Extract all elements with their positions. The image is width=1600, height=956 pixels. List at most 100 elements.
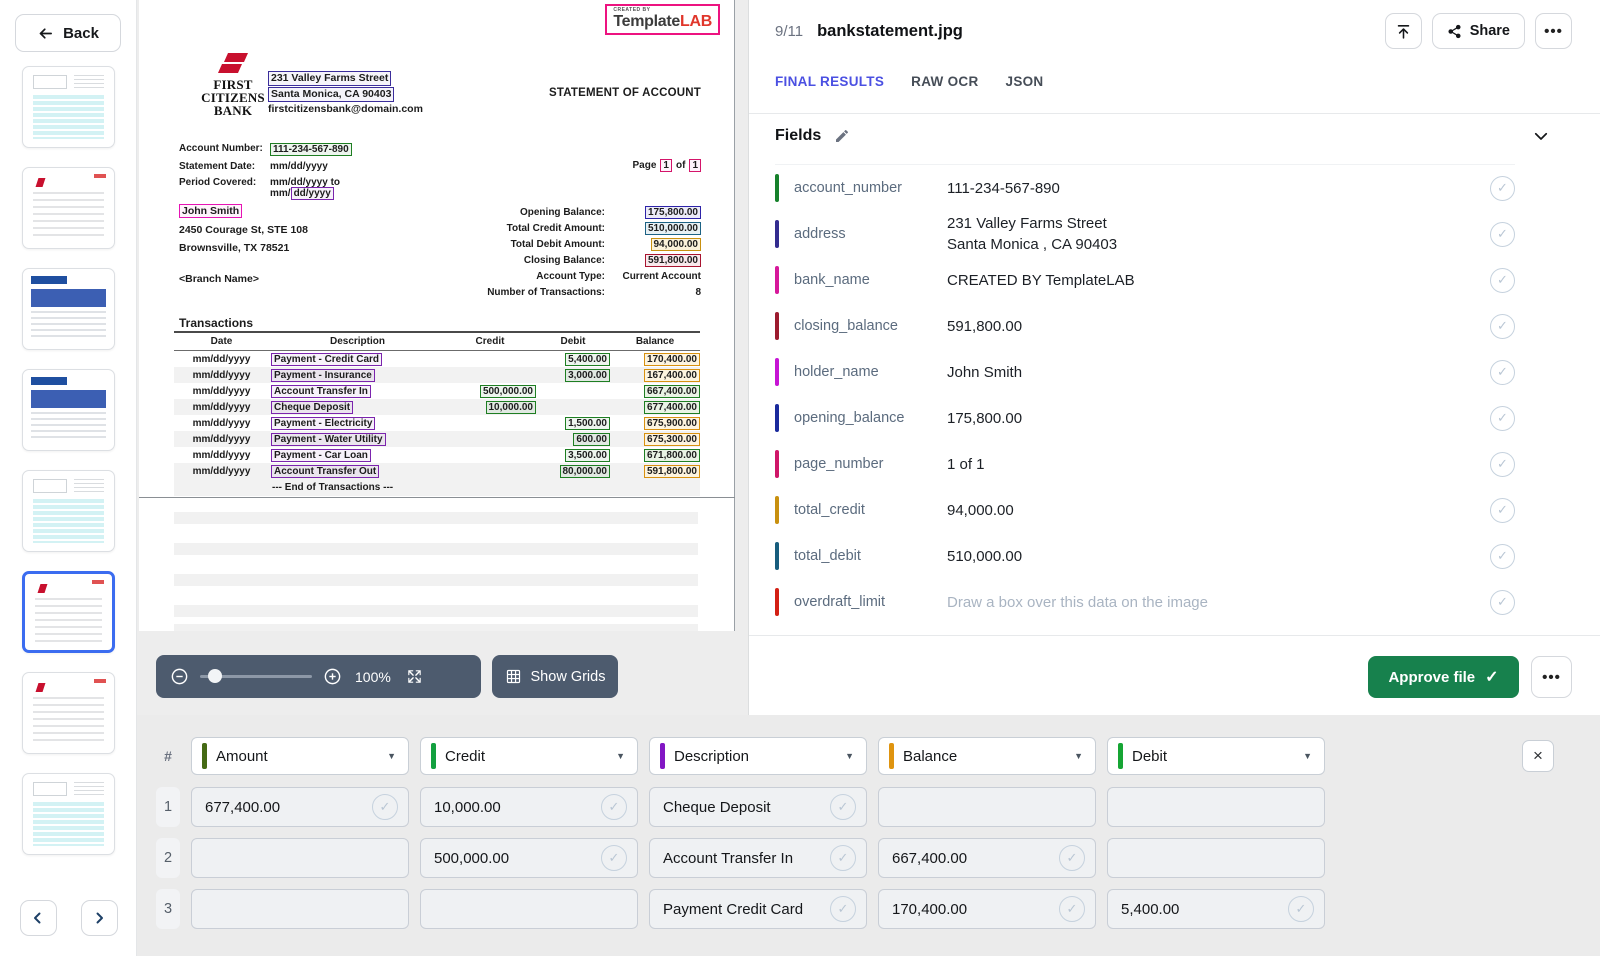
column-type-select[interactable]: Credit ▼ <box>420 737 638 775</box>
chevron-down-icon: ▼ <box>616 751 625 761</box>
statement-meta: Account Number: 111-234-567-890 Statement… <box>179 143 352 204</box>
fullscreen-icon[interactable] <box>406 668 423 685</box>
file-more-options-button[interactable]: ••• <box>1535 13 1572 49</box>
field-row[interactable]: bank_name CREATED BY TemplateLAB ✓ <box>775 257 1515 303</box>
cell-amount[interactable]: ✓ <box>191 838 409 878</box>
field-value[interactable]: 94,000.00 <box>947 501 1014 519</box>
field-row[interactable]: total_debit 510,000.00 ✓ <box>775 533 1515 579</box>
cell-credit[interactable]: 500,000.00 ✓ <box>420 838 638 878</box>
page-thumbnail[interactable] <box>22 672 115 754</box>
field-verify-icon[interactable]: ✓ <box>1490 589 1515 615</box>
cell-verify-icon[interactable]: ✓ <box>601 845 627 871</box>
field-row[interactable]: overdraft_limit Draw a box over this dat… <box>775 579 1515 625</box>
approve-more-options-button[interactable]: ••• <box>1531 656 1572 698</box>
tab-json[interactable]: JSON <box>1005 74 1044 89</box>
field-value[interactable]: CREATED BY TemplateLAB <box>947 271 1135 289</box>
cell-credit[interactable]: 10,000.00 ✓ <box>420 787 638 827</box>
close-line-items-button[interactable]: × <box>1522 740 1554 772</box>
zoom-in-button[interactable] <box>323 667 342 686</box>
column-type-select[interactable]: Amount ▼ <box>191 737 409 775</box>
export-button[interactable] <box>1384 13 1422 49</box>
cell-verify-icon[interactable]: ✓ <box>1059 896 1085 922</box>
collapse-fields-icon[interactable] <box>1532 127 1550 145</box>
thumbnail-art <box>35 178 46 187</box>
zoom-out-button[interactable] <box>170 667 189 686</box>
page-thumbnail[interactable] <box>22 571 115 653</box>
field-row[interactable]: holder_name John Smith ✓ <box>775 349 1515 395</box>
tab-final-results[interactable]: FINAL RESULTS <box>775 74 885 89</box>
field-row[interactable]: page_number 1 of 1 ✓ <box>775 441 1515 487</box>
templatelab-logo: CREATED BY TemplateLAB <box>605 4 720 35</box>
cell-verify-icon[interactable]: ✓ <box>1288 896 1314 922</box>
cell-credit[interactable]: ✓ <box>420 889 638 929</box>
back-button[interactable]: Back <box>15 14 121 52</box>
field-verify-icon[interactable]: ✓ <box>1490 313 1515 339</box>
doc-page-indicator: Page 1 of 1 <box>633 159 701 172</box>
cell-debit[interactable]: ✓ <box>1107 787 1325 827</box>
show-grids-button[interactable]: Show Grids <box>492 655 618 698</box>
field-row[interactable]: address 231 Valley Farms Street Santa Mo… <box>775 211 1515 257</box>
cell-amount[interactable]: ✓ <box>191 889 409 929</box>
field-row[interactable]: opening_balance 175,800.00 ✓ <box>775 395 1515 441</box>
cell-balance[interactable]: 667,400.00 ✓ <box>878 838 1096 878</box>
page-thumbnail[interactable] <box>22 369 115 451</box>
cell-balance[interactable]: 170,400.00 ✓ <box>878 889 1096 929</box>
cell-verify-icon[interactable]: ✓ <box>372 794 398 820</box>
page-thumbnail[interactable] <box>22 167 115 249</box>
tab-raw-ocr[interactable]: RAW OCR <box>911 74 979 89</box>
page-thumbnail[interactable] <box>22 773 115 855</box>
cell-balance[interactable]: ✓ <box>878 787 1096 827</box>
edit-fields-icon[interactable] <box>834 128 850 144</box>
field-value[interactable]: 175,800.00 <box>947 409 1023 427</box>
field-value[interactable]: 111-234-567-890 <box>947 179 1060 197</box>
thumbnail-list <box>0 66 137 855</box>
cell-description[interactable]: Account Transfer In ✓ <box>649 838 867 878</box>
field-verify-icon[interactable]: ✓ <box>1490 497 1515 523</box>
cell-verify-icon[interactable]: ✓ <box>601 794 627 820</box>
zoom-slider[interactable] <box>200 669 312 683</box>
field-value[interactable]: Draw a box over this data on the image <box>947 593 1208 611</box>
field-verify-icon[interactable]: ✓ <box>1490 451 1515 477</box>
page-thumbnail[interactable] <box>22 470 115 552</box>
field-row[interactable]: total_credit 94,000.00 ✓ <box>775 487 1515 533</box>
field-value[interactable]: 510,000.00 <box>947 547 1023 565</box>
cell-verify-icon[interactable]: ✓ <box>830 845 856 871</box>
prev-page-button[interactable] <box>19 900 57 936</box>
cell-verify-icon[interactable]: ✓ <box>830 896 856 922</box>
field-row[interactable]: closing_balance 591,800.00 ✓ <box>775 303 1515 349</box>
transaction-row: mm/dd/yyyy Payment - Car Loan 3,500.00 6… <box>174 447 700 463</box>
field-value[interactable]: 1 of 1 <box>947 455 985 473</box>
cell-description[interactable]: Cheque Deposit ✓ <box>649 787 867 827</box>
next-page-button[interactable] <box>80 900 118 936</box>
field-verify-icon[interactable]: ✓ <box>1490 267 1515 293</box>
cell-description[interactable]: Payment Credit Card ✓ <box>649 889 867 929</box>
column-type-select[interactable]: Description ▼ <box>649 737 867 775</box>
field-value[interactable]: 231 Valley Farms Street Santa Monica , C… <box>947 215 1118 253</box>
field-verify-icon[interactable]: ✓ <box>1490 175 1515 201</box>
field-value[interactable]: 591,800.00 <box>947 317 1023 335</box>
field-verify-icon[interactable]: ✓ <box>1490 359 1515 385</box>
back-arrow-icon <box>37 25 54 42</box>
share-button[interactable]: Share <box>1431 13 1525 49</box>
cell-debit[interactable]: ✓ <box>1107 838 1325 878</box>
cell-debit[interactable]: 5,400.00 ✓ <box>1107 889 1325 929</box>
approve-file-button[interactable]: Approve file ✓ <box>1368 656 1519 698</box>
column-type-select[interactable]: Balance ▼ <box>878 737 1096 775</box>
page-thumbnail[interactable] <box>22 268 115 350</box>
field-verify-icon[interactable]: ✓ <box>1490 405 1515 431</box>
document-page[interactable]: CREATED BY TemplateLAB FIRST CITIZENS BANK… <box>139 0 735 631</box>
column-type-select[interactable]: Debit ▼ <box>1107 737 1325 775</box>
transaction-row: mm/dd/yyyy Payment - Credit Card 5,400.0… <box>174 351 700 367</box>
field-verify-icon[interactable]: ✓ <box>1490 543 1515 569</box>
zoom-slider-handle[interactable] <box>208 669 222 683</box>
page-thumbnail[interactable] <box>22 66 115 148</box>
field-value[interactable]: John Smith <box>947 363 1023 381</box>
field-verify-icon[interactable]: ✓ <box>1490 221 1515 247</box>
line-item-row: 1 677,400.00 ✓ 10,000.00 ✓ Cheque Deposit ✓… <box>156 787 1554 827</box>
field-row[interactable]: account_number 111-234-567-890 ✓ <box>775 165 1515 211</box>
cell-verify-icon[interactable]: ✓ <box>1059 845 1085 871</box>
cell-amount[interactable]: 677,400.00 ✓ <box>191 787 409 827</box>
cell-verify-icon[interactable]: ✓ <box>830 794 856 820</box>
field-name: address <box>794 226 846 242</box>
